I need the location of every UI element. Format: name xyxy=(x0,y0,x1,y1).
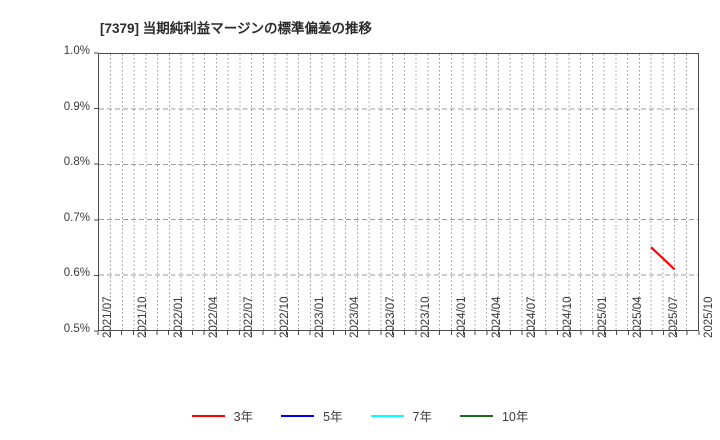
chart-legend: 3年 5年 7年 10年 xyxy=(0,406,720,425)
y-axis-tick-label: 0.5% xyxy=(63,323,90,335)
legend-label: 5年 xyxy=(323,410,343,424)
gridlines xyxy=(99,54,698,330)
x-axis-tick-label: 2025/10 xyxy=(703,296,715,338)
chart-title: [7379] 当期純利益マージンの標準偏差の推移 xyxy=(100,21,373,36)
legend-item[interactable]: 5年 xyxy=(281,406,343,425)
legend-color-swatch xyxy=(370,414,404,417)
series-line-0 xyxy=(650,246,676,271)
plot-area xyxy=(98,53,699,331)
y-axis-tick-label: 0.7% xyxy=(63,211,90,224)
data-series-layer xyxy=(650,246,676,271)
y-axis-tick-label: 0.9% xyxy=(63,100,90,113)
y-axis-tick-label: 0.6% xyxy=(63,267,90,280)
y-axis-tick-label: 0.8% xyxy=(63,156,90,169)
legend-color-swatch xyxy=(459,414,493,417)
legend-item[interactable]: 3年 xyxy=(191,406,254,425)
legend-item[interactable]: 7年 xyxy=(370,406,432,425)
legend-label: 10年 xyxy=(501,410,529,424)
legend-color-swatch xyxy=(281,414,315,417)
y-axis-tick-label: 1.0% xyxy=(63,45,90,57)
legend-item[interactable]: 10年 xyxy=(459,406,529,425)
legend-label: 7年 xyxy=(412,410,432,424)
legend-label: 3年 xyxy=(233,410,254,424)
legend-color-swatch xyxy=(191,414,225,417)
